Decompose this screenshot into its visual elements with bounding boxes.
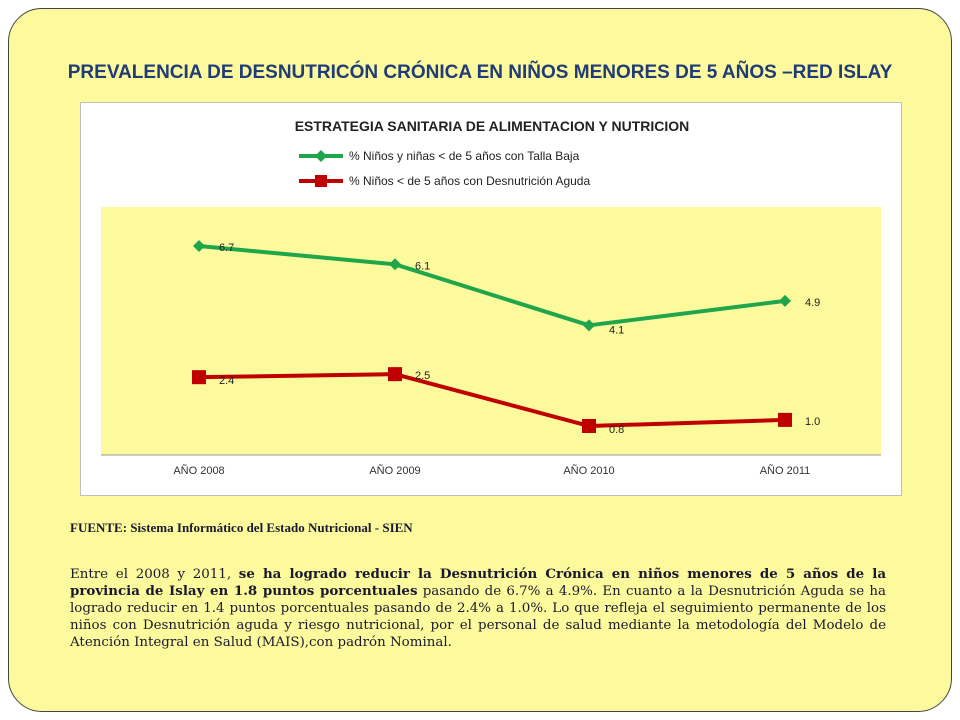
source-note: FUENTE: Sistema Informático del Estado N… (70, 520, 413, 535)
data-label-1-3: 1.0 (805, 416, 820, 428)
plot-area (101, 207, 881, 455)
data-label-1-0: 2.4 (219, 375, 234, 387)
x-tick-label-3: AÑO 2011 (760, 464, 811, 477)
x-tick-label-0: AÑO 2008 (173, 464, 224, 477)
legend-label-1: % Niños < de 5 años con Desnutrición Agu… (349, 174, 590, 188)
data-point-1-1 (388, 367, 402, 382)
chart-container: ESTRATEGIA SANITARIA DE ALIMENTACION Y N… (80, 102, 902, 496)
body-paragraph: Entre el 2008 y 2011, se ha logrado redu… (70, 566, 886, 651)
data-label-0-0: 6.7 (219, 242, 234, 254)
data-point-1-3 (778, 412, 792, 427)
data-point-0-1 (389, 258, 401, 271)
legend-marker-1 (315, 175, 327, 187)
series-line-0 (198, 244, 786, 328)
data-point-0-2 (583, 319, 595, 332)
series-line-1 (198, 372, 786, 428)
x-tick-label-1: AÑO 2009 (369, 464, 420, 477)
data-label-1-2: 0.8 (609, 424, 624, 436)
slide-title: PREVALENCIA DE DESNUTRICÓN CRÓNICA EN NI… (67, 62, 893, 83)
data-label-0-3: 4.9 (805, 297, 820, 309)
data-point-0-0 (193, 240, 205, 252)
x-tick-label-2: AÑO 2010 (563, 464, 614, 477)
data-point-1-2 (582, 419, 596, 433)
paragraph-part-2-bold: se ha logrado reducir la Desnutrición Cr… (70, 566, 886, 599)
data-point-0-3 (779, 294, 791, 307)
line-chart: ESTRATEGIA SANITARIA DE ALIMENTACION Y N… (101, 118, 881, 477)
data-label-0-1: 6.1 (415, 260, 430, 272)
legend-label-0: % Niños y niñas < de 5 años con Talla Ba… (349, 149, 580, 163)
chart-title: ESTRATEGIA SANITARIA DE ALIMENTACION Y N… (295, 118, 690, 134)
paragraph-part-3: pasando de 6.7% a 4.9%. En cuanto a la D… (70, 584, 886, 650)
data-point-1-0 (192, 370, 206, 385)
legend-marker-0 (315, 150, 327, 162)
paragraph-part-1: Entre el 2008 y 2011, (70, 567, 239, 582)
data-label-1-1: 2.5 (415, 370, 430, 382)
data-label-0-2: 4.1 (609, 324, 624, 336)
